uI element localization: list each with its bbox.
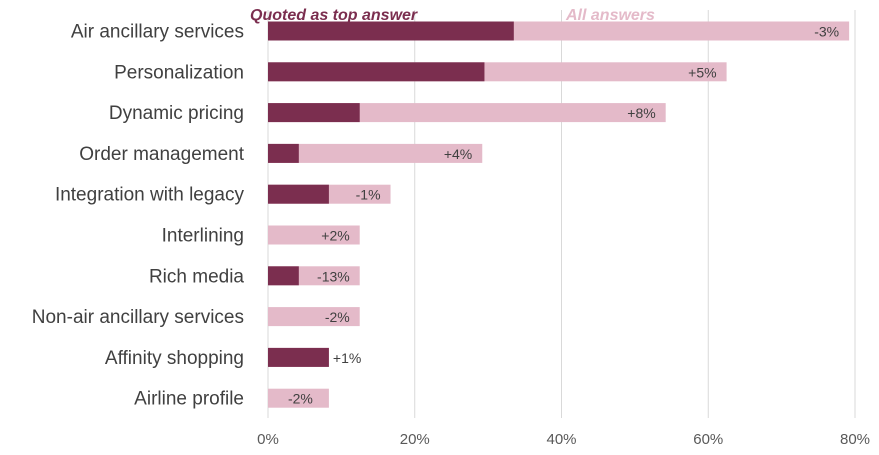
bar-top-answer-8 xyxy=(268,347,329,367)
x-axis-tick-labels: 0% 20% 40% 60% 80% xyxy=(257,431,870,448)
category-label-4: Integration with legacy xyxy=(55,185,245,206)
bars xyxy=(268,21,850,408)
data-label-0: -3% xyxy=(814,24,839,40)
data-labels: -3% +5% +8% +4% -1% +2% -13% -2% +1% -2% xyxy=(288,24,839,407)
category-label-1: Personalization xyxy=(114,62,244,83)
data-label-7: -2% xyxy=(325,309,350,325)
legend-top-answer: Quoted as top answer xyxy=(250,7,418,24)
x-tick-label-2: 40% xyxy=(546,431,576,448)
data-label-3: +4% xyxy=(444,146,472,162)
bar-top-answer-4 xyxy=(268,184,329,204)
category-label-3: Order management xyxy=(79,144,244,165)
legend: Quoted as top answer All answers xyxy=(250,7,655,24)
bar-all-answers-9 xyxy=(268,388,329,408)
bar-top-answer-6 xyxy=(268,266,299,286)
data-label-1: +5% xyxy=(688,64,716,80)
bar-top-answer-2 xyxy=(268,103,360,123)
x-tick-label-1: 20% xyxy=(400,431,430,448)
bar-top-answer-1 xyxy=(268,62,485,82)
category-labels: Air ancillary services Personalization Dyn… xyxy=(32,22,245,410)
category-label-8: Affinity shopping xyxy=(105,348,244,369)
bar-all-answers-7 xyxy=(268,307,360,327)
legend-all-answers: All answers xyxy=(565,7,655,24)
category-label-0: Air ancillary services xyxy=(71,22,244,43)
data-label-2: +8% xyxy=(627,105,655,121)
category-label-5: Interlining xyxy=(162,226,244,247)
category-label-9: Airline profile xyxy=(134,389,244,410)
data-label-6: -13% xyxy=(317,268,350,284)
category-label-2: Dynamic pricing xyxy=(109,103,244,124)
category-label-7: Non-air ancillary services xyxy=(32,307,244,328)
data-label-5: +2% xyxy=(321,228,349,244)
bar-top-answer-3 xyxy=(268,143,299,163)
x-tick-label-3: 60% xyxy=(693,431,723,448)
bar-all-answers-3 xyxy=(268,143,483,163)
data-label-9: -2% xyxy=(288,391,313,407)
data-label-8: +1% xyxy=(333,350,361,366)
data-label-4: -1% xyxy=(356,187,381,203)
category-label-6: Rich media xyxy=(149,266,244,287)
bar-top-answer-0 xyxy=(268,21,514,41)
x-tick-label-4: 80% xyxy=(840,431,870,448)
bar-all-answers-2 xyxy=(268,103,666,123)
x-tick-label-0: 0% xyxy=(257,431,279,448)
bar-all-answers-5 xyxy=(268,225,360,245)
